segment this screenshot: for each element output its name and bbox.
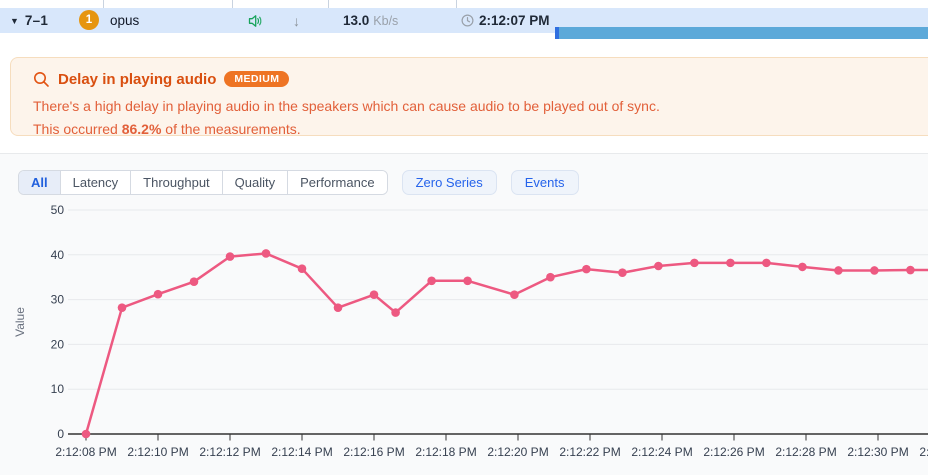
warning-occurrence: This occurred 86.2% of the measurements. xyxy=(33,119,915,140)
codec-label: opus xyxy=(110,13,140,28)
svg-text:2:12:14 PM: 2:12:14 PM xyxy=(271,445,332,459)
codec-cell: opus xyxy=(110,8,139,33)
tab-quality[interactable]: Quality xyxy=(222,171,289,194)
tab-throughput[interactable]: Throughput xyxy=(131,171,223,194)
svg-text:40: 40 xyxy=(51,248,65,262)
svg-text:2:12:30 PM: 2:12:30 PM xyxy=(847,445,908,459)
tab-performance[interactable]: Performance xyxy=(288,171,387,194)
svg-text:2:12:24 PM: 2:12:24 PM xyxy=(631,445,692,459)
svg-text:10: 10 xyxy=(51,382,65,396)
download-arrow-icon: ↓ xyxy=(293,12,300,29)
chart-filter-tabs: All Latency Throughput Quality Performan… xyxy=(18,170,579,195)
time-cell: 2:12:07 PM xyxy=(461,8,550,33)
tab-all[interactable]: All xyxy=(19,171,61,194)
warning-description: There's a high delay in playing audio in… xyxy=(33,98,660,114)
svg-text:2:12:20 PM: 2:12:20 PM xyxy=(487,445,548,459)
warning-banner: Delay in playing audio MEDIUM There's a … xyxy=(10,57,928,137)
audio-level-bar-fill xyxy=(559,26,928,39)
svg-text:20: 20 xyxy=(51,337,65,351)
search-icon[interactable] xyxy=(33,71,50,88)
tab-latency[interactable]: Latency xyxy=(60,171,132,194)
svg-text:2:12:08 PM: 2:12:08 PM xyxy=(55,445,116,459)
zero-series-button[interactable]: Zero Series xyxy=(401,170,497,195)
timeseries-chart: 0 10 20 30 40 50 Value 2:12:08 PM 2:12:10 PM 2:12… xyxy=(13,203,928,459)
svg-text:30: 30 xyxy=(51,293,65,307)
issue-count-badge: 1 xyxy=(79,10,99,30)
issue-count: 1 xyxy=(85,14,93,26)
bitrate-value: 13.0 xyxy=(343,13,370,28)
occurrence-percentage: 86.2% xyxy=(121,121,162,137)
svg-text:2:12:10 PM: 2:12:10 PM xyxy=(127,445,188,459)
audio-level-bar-start xyxy=(555,26,559,39)
audio-level-bar xyxy=(555,26,928,39)
bitrate-unit: Kb/s xyxy=(373,13,399,28)
svg-text:2:12:18 PM: 2:12:18 PM xyxy=(415,445,476,459)
occurrence-prefix: This occurred xyxy=(33,121,122,137)
channel-id: 7–1 xyxy=(24,13,49,28)
channel-cell: ▼ 7–1 xyxy=(10,8,48,33)
severity-badge: MEDIUM xyxy=(224,70,290,88)
chart-section: All Latency Throughput Quality Performan… xyxy=(0,153,928,475)
svg-text:2:12:22 PM: 2:12:22 PM xyxy=(559,445,620,459)
direction-cell: ↓ xyxy=(293,8,300,33)
speaker-icon[interactable] xyxy=(247,13,263,29)
warning-title: Delay in playing audio xyxy=(58,70,217,88)
svg-text:2:12:16 PM: 2:12:16 PM xyxy=(343,445,404,459)
svg-text:2:12:28 PM: 2:12:28 PM xyxy=(775,445,836,459)
svg-text:0: 0 xyxy=(57,427,64,441)
svg-text:2:12:12 PM: 2:12:12 PM xyxy=(199,445,260,459)
series-filter-group: All Latency Throughput Quality Performan… xyxy=(18,170,388,195)
media-type-cell xyxy=(247,8,263,33)
stream-table-row[interactable]: ▼ 7–1 1 opus ↓ 13.0 Kb/s 2:12:07 PM xyxy=(0,8,928,39)
occurrence-suffix: of the measurements. xyxy=(161,121,301,137)
clock-icon xyxy=(461,14,474,27)
bitrate-cell: 13.0 Kb/s xyxy=(343,8,398,33)
svg-text:Value: Value xyxy=(13,307,27,337)
svg-text:50: 50 xyxy=(51,203,65,217)
expander-caret-icon[interactable]: ▼ xyxy=(10,15,19,26)
svg-text:2:12:32 PM: 2:12:32 PM xyxy=(919,445,928,459)
events-button[interactable]: Events xyxy=(510,170,579,195)
svg-text:2:12:26 PM: 2:12:26 PM xyxy=(703,445,764,459)
timestamp: 2:12:07 PM xyxy=(479,13,550,28)
